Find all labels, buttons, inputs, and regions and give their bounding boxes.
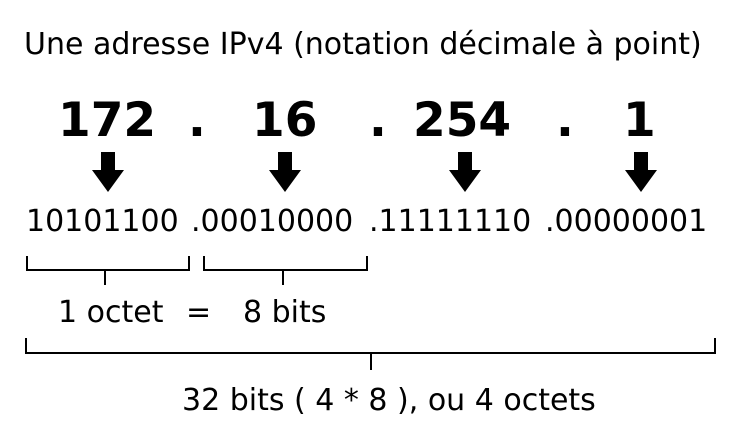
binary-octet-3: .11111110 bbox=[369, 204, 532, 239]
equals-sign: = bbox=[186, 295, 212, 330]
down-arrow-icon bbox=[92, 152, 124, 192]
down-arrow-icon bbox=[269, 152, 301, 192]
arrows bbox=[92, 152, 657, 192]
decimal-separator-2: . bbox=[369, 93, 387, 148]
binary-octet-4: .00000001 bbox=[545, 204, 708, 239]
down-arrow-icon bbox=[625, 152, 657, 192]
decimal-octet-2: 16 bbox=[252, 93, 318, 148]
decimal-octet-1: 172 bbox=[58, 93, 157, 148]
decimal-octet-4: 1 bbox=[623, 93, 656, 148]
binary-octet-1: 10101100 bbox=[26, 204, 179, 239]
binary-octet-2: .00010000 bbox=[191, 204, 354, 239]
diagram-title: Une adresse IPv4 (notation décimale à po… bbox=[24, 27, 702, 62]
total-bits-label: 32 bits ( 4 * 8 ), ou 4 octets bbox=[182, 383, 596, 418]
octet-1-brace bbox=[26, 256, 190, 285]
octet-label: 1 octet bbox=[58, 295, 164, 330]
octet-2-brace bbox=[203, 256, 368, 285]
braces bbox=[25, 256, 716, 370]
decimal-octet-3: 254 bbox=[413, 93, 512, 148]
decimal-separator-3: . bbox=[556, 93, 574, 148]
down-arrow-icon bbox=[449, 152, 481, 192]
bits-label: 8 bits bbox=[243, 295, 327, 330]
total-brace bbox=[25, 338, 716, 370]
decimal-separator-1: . bbox=[188, 93, 206, 148]
